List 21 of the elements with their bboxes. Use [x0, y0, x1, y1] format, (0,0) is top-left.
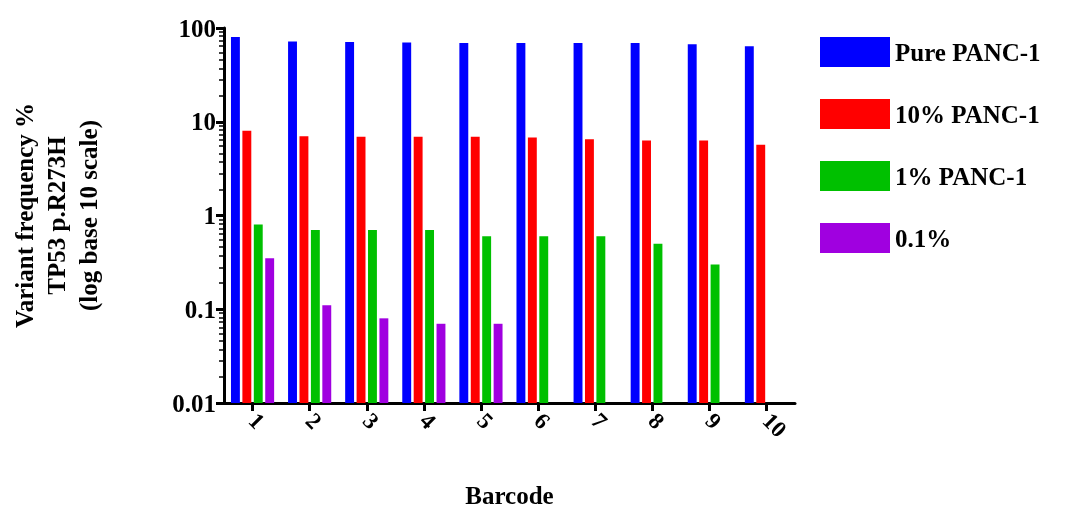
legend-label: Pure PANC-1: [895, 38, 1041, 66]
x-tick-label: 8: [643, 408, 670, 434]
x-tick-label: 7: [586, 408, 613, 434]
legend-label: 1% PANC-1: [895, 162, 1028, 190]
y-tick-label: 10: [191, 108, 216, 136]
x-tick-label: 6: [529, 408, 556, 434]
x-tick-label: 9: [700, 408, 727, 434]
y-tick-label: 0.1: [184, 295, 216, 323]
x-tick-label: 5: [472, 408, 498, 434]
x-axis-title: Barcode: [465, 482, 554, 509]
x-tick-label: 1: [243, 408, 270, 434]
legend-label: 0.1%: [895, 224, 952, 252]
y-axis-title: Variant frequency % TP53 p.R273H (log base 10 scale): [10, 103, 103, 328]
y-tick-label: 0.01: [172, 389, 216, 417]
y-tick-label: 1: [203, 202, 216, 229]
x-tick-label: 10: [757, 408, 792, 443]
legend-label: 10% PANC-1: [895, 100, 1040, 128]
x-tick-label: 2: [300, 408, 327, 434]
y-tick-label: 100: [178, 14, 216, 42]
x-tick-label: 4: [415, 408, 442, 435]
x-tick-label: 3: [357, 408, 384, 434]
